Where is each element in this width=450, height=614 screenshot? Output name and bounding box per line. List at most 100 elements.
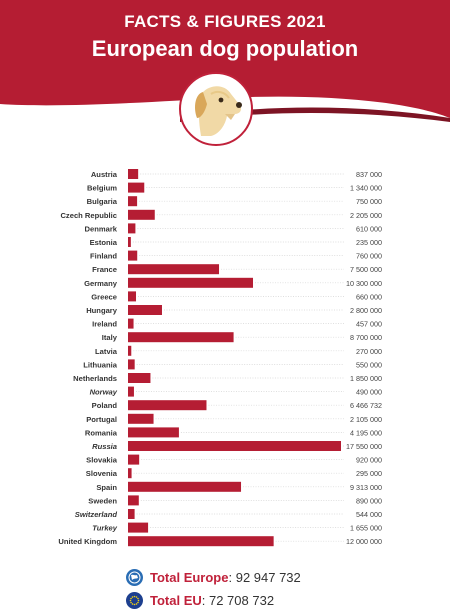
bar-latvia [128, 345, 132, 356]
bar-greece [128, 291, 137, 302]
bar-norway [128, 386, 134, 397]
category-label-czech-republic: Czech Republic [60, 211, 117, 220]
bar-belgium [128, 182, 145, 193]
bar-sweden [128, 495, 139, 506]
category-label-latvia: Latvia [95, 347, 118, 356]
bar-czech-republic [128, 209, 155, 220]
value-label-turkey: 1 655 000 [350, 524, 382, 533]
value-label-poland: 6 466 732 [350, 401, 382, 410]
eu-star [137, 597, 139, 599]
bar-switzerland [128, 509, 135, 519]
header-kicker: FACTS & FIGURES 2021 [124, 12, 326, 31]
totals-panel: Total Europe : 92 947 732 Total EU : 72 … [126, 566, 426, 612]
value-label-latvia: 270 000 [356, 347, 382, 356]
bar-slovakia [128, 454, 140, 465]
bar-estonia [128, 237, 131, 247]
category-label-finland: Finland [90, 252, 117, 261]
value-label-sweden: 890 000 [356, 496, 382, 505]
category-label-united-kingdom: United Kingdom [58, 537, 117, 546]
value-label-belgium: 1 340 000 [350, 184, 382, 193]
category-label-belgium: Belgium [87, 184, 117, 193]
value-label-united-kingdom: 12 000 000 [346, 537, 382, 546]
bar-denmark [128, 223, 136, 234]
eu-star [135, 602, 138, 605]
value-label-spain: 9 313 000 [350, 483, 382, 492]
eu-star [130, 601, 132, 603]
category-label-estonia: Estonia [90, 238, 118, 247]
bar-chart-svg: Austria 837 000 Belgium 1 340 000 Bulgaria 75… [58, 169, 382, 547]
value-label-russia: 17 550 000 [346, 442, 382, 451]
europe-globe-icon [126, 568, 143, 586]
category-label-netherlands: Netherlands [73, 374, 117, 383]
eu-flag-icon [126, 591, 143, 609]
value-label-denmark: 610 000 [356, 224, 382, 233]
value-label-france: 7 500 000 [350, 265, 382, 274]
category-label-spain: Spain [96, 483, 117, 492]
eu-star [137, 599, 140, 601]
value-label-estonia: 235 000 [356, 238, 382, 247]
category-label-bulgaria: Bulgaria [87, 197, 118, 206]
eu-star [137, 601, 139, 603]
page-title: European dog population [91, 36, 359, 61]
value-label-greece: 660 000 [356, 292, 382, 301]
value-label-switzerland: 544 000 [356, 510, 382, 519]
total-eu-value: : 72 708 732 [201, 592, 275, 608]
value-label-portugal: 2 105 000 [350, 415, 382, 424]
value-label-hungary: 2 800 000 [350, 306, 382, 315]
value-label-slovenia: 295 000 [356, 469, 382, 478]
eu-star [130, 597, 132, 599]
value-label-lithuania: 550 000 [356, 360, 382, 369]
total-eu-label: Total EU [150, 592, 202, 608]
total-europe-label: Total Europe [150, 569, 229, 585]
bar-ireland [128, 318, 134, 329]
category-label-italy: Italy [102, 333, 118, 342]
header-banner: FACTS & FIGURES 2021 European dog popula… [0, 0, 450, 150]
bar-finland [128, 250, 138, 261]
bar-romania [128, 427, 179, 438]
eu-star [131, 602, 134, 605]
category-label-norway: Norway [90, 388, 118, 397]
dog-head-icon [195, 86, 242, 136]
category-label-portugal: Portugal [86, 415, 117, 424]
bar-lithuania [128, 359, 135, 370]
bar-poland [128, 400, 207, 411]
bar-netherlands [128, 373, 151, 383]
bar-turkey [128, 522, 149, 533]
value-label-germany: 10 300 000 [346, 279, 382, 288]
bar-united-kingdom [128, 536, 274, 547]
bar-france [128, 264, 220, 275]
category-label-romania: Romania [85, 428, 118, 437]
category-label-slovenia: Slovenia [86, 469, 118, 478]
category-label-lithuania: Lithuania [83, 360, 118, 369]
value-label-slovakia: 920 000 [356, 456, 382, 465]
category-label-turkey: Turkey [92, 524, 118, 533]
category-label-austria: Austria [91, 170, 118, 179]
eu-star [133, 595, 136, 597]
category-label-france: France [92, 265, 117, 274]
bar-bulgaria [128, 196, 138, 207]
value-label-ireland: 457 000 [356, 320, 382, 329]
value-label-finland: 760 000 [356, 252, 382, 261]
bar-slovenia [128, 468, 132, 479]
total-europe-row: Total Europe : 92 947 732 [126, 566, 426, 588]
category-label-switzerland: Switzerland [75, 510, 118, 519]
value-label-netherlands: 1 850 000 [350, 374, 382, 383]
dog-population-chart: Austria 837 000 Belgium 1 340 000 Bulgaria 75… [0, 164, 450, 556]
eu-star [129, 599, 132, 601]
dog-badge [179, 72, 253, 146]
category-label-russia: Russia [92, 442, 117, 451]
value-label-norway: 490 000 [356, 388, 382, 397]
category-label-hungary: Hungary [86, 306, 118, 315]
category-label-slovakia: Slovakia [86, 456, 118, 465]
eu-star [135, 595, 138, 598]
value-label-bulgaria: 750 000 [356, 197, 382, 206]
category-label-germany: Germany [84, 279, 118, 288]
category-label-sweden: Sweden [88, 496, 117, 505]
bar-italy [128, 332, 234, 343]
category-label-ireland: Ireland [92, 320, 117, 329]
total-europe-value: : 92 947 732 [228, 569, 301, 585]
bar-hungary [128, 305, 162, 315]
value-label-austria: 837 000 [356, 170, 382, 179]
bar-germany [128, 277, 254, 288]
bar-spain [128, 481, 242, 492]
